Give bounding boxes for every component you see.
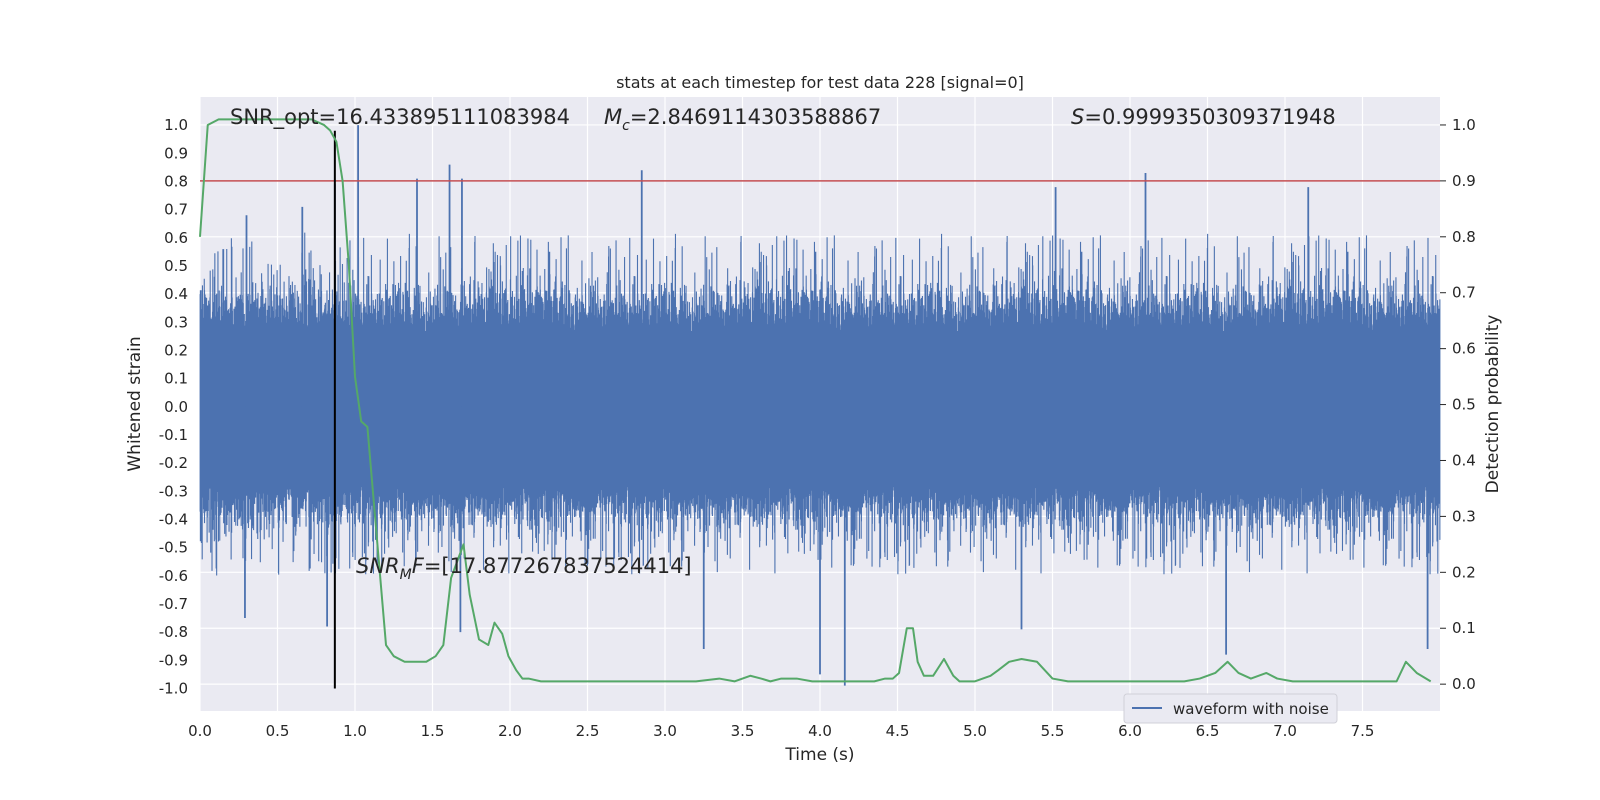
x-tick-label: 1.5 <box>421 722 445 740</box>
snr-mf-tail: F <box>412 554 425 578</box>
y-left-axis-label: Whitened strain <box>125 336 145 471</box>
x-tick-label: 5.0 <box>963 722 987 740</box>
y-left-tick-label: 0.1 <box>164 370 188 388</box>
y-left-tick-label: -0.8 <box>159 623 188 641</box>
x-axis-ticks: 0.0 0.5 1.0 1.5 2.0 2.5 3.0 3.5 4.0 4.5 5.0 5.5 6.0 6… <box>188 722 1374 740</box>
y-right-axis-ticks: 1.0 0.9 0.8 0.7 0.6 0.5 0.4 0.3 0.2 0.1 0.0 <box>1440 116 1476 693</box>
x-tick-label: 6.5 <box>1196 722 1220 740</box>
y-left-axis-ticks: 1.0 0.9 0.8 0.7 0.6 0.5 0.4 0.3 0.2 0.1 0.0 -0.1 -0.… <box>159 116 188 697</box>
y-left-tick-label: 0.0 <box>164 398 188 416</box>
waveform-line <box>199 232 1441 576</box>
x-tick-label: 2.0 <box>498 722 522 740</box>
x-tick-label: 1.0 <box>343 722 367 740</box>
score-symbol: S <box>1071 105 1084 129</box>
y-left-tick-label: 0.5 <box>164 257 188 275</box>
snr-mf-subscript: M <box>400 567 412 583</box>
y-left-tick-label: -0.2 <box>159 454 188 472</box>
snr-mf-annotation: SNRMF=[17.877267837524414] <box>356 554 692 583</box>
probability-series <box>199 118 1432 683</box>
y-left-tick-label: -0.1 <box>159 426 188 444</box>
chirp-mass-annotation: Mc=2.8469114303588867 <box>604 105 881 134</box>
score-value: =0.9999350309371948 <box>1084 105 1335 129</box>
y-left-tick-label: 0.6 <box>164 229 188 247</box>
x-tick-label: 7.0 <box>1273 722 1297 740</box>
y-left-tick-label: -0.6 <box>159 567 188 585</box>
waveform-series <box>199 125 1441 686</box>
y-right-tick-label: 0.4 <box>1452 451 1476 469</box>
x-tick-label: 0.5 <box>266 722 290 740</box>
snr-mf-symbol: SNR <box>356 554 400 578</box>
y-left-tick-label: -0.5 <box>159 539 188 557</box>
y-left-tick-label: -0.3 <box>159 482 188 500</box>
chirp-mass-value: =2.8469114303588867 <box>630 105 881 129</box>
legend-label: waveform with noise <box>1173 700 1329 718</box>
legend: waveform with noise <box>1123 693 1338 724</box>
y-right-tick-label: 0.7 <box>1452 284 1476 302</box>
x-tick-label: 5.5 <box>1041 722 1065 740</box>
y-right-axis-label: Detection probability <box>1483 315 1503 494</box>
y-right-tick-label: 0.6 <box>1452 340 1476 358</box>
y-left-tick-label: 0.8 <box>164 172 188 190</box>
y-left-tick-label: 0.2 <box>164 341 188 359</box>
y-right-tick-label: 0.1 <box>1452 619 1476 637</box>
x-tick-label: 7.5 <box>1351 722 1375 740</box>
y-left-tick-label: -1.0 <box>159 679 188 697</box>
x-tick-label: 2.5 <box>576 722 600 740</box>
score-annotation: S=0.9999350309371948 <box>1071 105 1336 129</box>
chirp-mass-subscript: c <box>622 118 630 134</box>
y-left-tick-label: 0.4 <box>164 285 188 303</box>
overlay-lines <box>200 130 1440 689</box>
chirp-mass-symbol: M <box>604 105 622 129</box>
y-right-tick-label: 0.8 <box>1452 228 1476 246</box>
y-left-tick-label: 0.9 <box>164 144 188 162</box>
y-right-tick-label: 1.0 <box>1452 116 1476 134</box>
x-tick-label: 3.5 <box>731 722 755 740</box>
y-left-tick-label: -0.4 <box>159 510 188 528</box>
y-right-tick-label: 0.5 <box>1452 396 1476 414</box>
snr-opt-annotation: SNR_opt=16.433895111083984 <box>230 105 570 130</box>
x-tick-label: 6.0 <box>1118 722 1142 740</box>
y-right-tick-label: 0.2 <box>1452 563 1476 581</box>
y-left-tick-label: -0.9 <box>159 651 188 669</box>
legend-box <box>1123 693 1338 724</box>
y-right-tick-label: 0.3 <box>1452 507 1476 525</box>
chart-title: stats at each timestep for test data 228… <box>616 73 1024 92</box>
y-right-tick-label: 0.9 <box>1452 172 1476 190</box>
y-left-tick-label: -0.7 <box>159 595 188 613</box>
y-left-tick-label: 0.3 <box>164 313 188 331</box>
y-left-tick-label: 1.0 <box>164 116 188 134</box>
x-tick-label: 0.0 <box>188 722 212 740</box>
y-right-tick-label: 0.0 <box>1452 675 1476 693</box>
x-tick-label: 3.0 <box>653 722 677 740</box>
detection-probability-line <box>199 118 1432 683</box>
y-left-tick-label: 0.7 <box>164 201 188 219</box>
snr-mf-value: =[17.877267837524414] <box>424 554 692 578</box>
x-tick-label: 4.0 <box>808 722 832 740</box>
x-tick-label: 4.5 <box>886 722 910 740</box>
x-axis-label: Time (s) <box>784 745 854 765</box>
